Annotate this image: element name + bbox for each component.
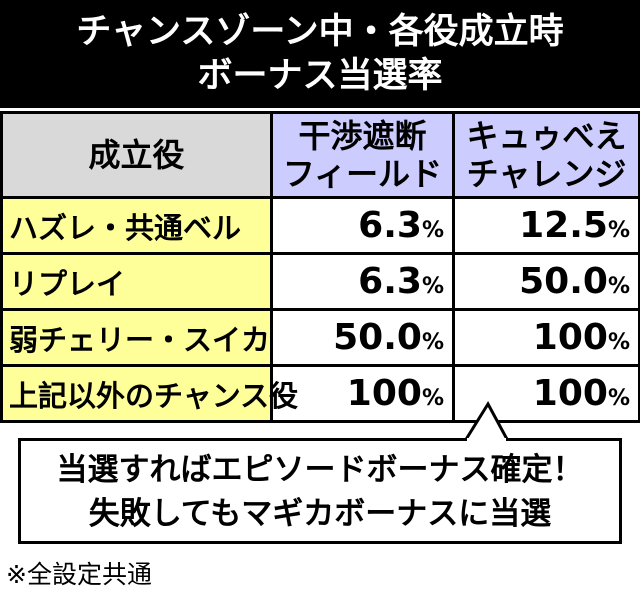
title: チャンスゾーン中・各役成立時 ボーナス当選率 <box>0 0 640 108</box>
table-row: リプレイ 6.3% 50.0% <box>0 252 640 311</box>
rate-number: 6.3 <box>358 261 422 302</box>
row-label: リプレイ <box>0 252 273 311</box>
rate-unit: % <box>421 386 444 411</box>
rate-cell: 100% <box>270 364 455 423</box>
header-line: フィールド <box>282 155 443 193</box>
rate-number: 50.0 <box>333 317 422 358</box>
rate-table: 成立役 干渉遮断 フィールド キュゥべえ チャレンジ ハズレ・共通ベル 6.3% 12.5% リ… <box>0 111 640 423</box>
footnote: ※全設定共通 <box>6 560 152 589</box>
rate-unit: % <box>607 386 630 411</box>
table-row: ハズレ・共通ベル 6.3% 12.5% <box>0 196 640 255</box>
header-row: 成立役 干渉遮断 フィールド キュゥべえ チャレンジ <box>0 111 640 199</box>
rate-number: 50.0 <box>519 261 608 302</box>
rate-number: 12.5 <box>519 205 608 246</box>
rate-cell: 12.5% <box>452 196 640 255</box>
rate-unit: % <box>607 274 630 299</box>
callout-line: 当選すればエピソードボーナス確定！ <box>56 452 584 488</box>
rate-number: 100 <box>532 317 608 358</box>
title-line: チャンスゾーン中・各役成立時 <box>76 12 564 52</box>
rate-cell: 6.3% <box>270 196 455 255</box>
header-line: 干渉遮断 <box>298 117 427 155</box>
header-line: キュゥべえ <box>466 117 627 155</box>
row-label: 上記以外のチャンス役 <box>0 364 298 423</box>
table-row: 弱チェリー・スイカ 50.0% 100% <box>0 308 640 367</box>
rate-cell: 50.0% <box>452 252 640 311</box>
callout: 当選すればエピソードボーナス確定！ 失敗してもマギカボーナスに当選 <box>18 438 622 544</box>
rate-cell: 50.0% <box>270 308 455 367</box>
rate-number: 100 <box>346 373 422 414</box>
header-line: 成立役 <box>88 136 185 174</box>
header-line: チャレンジ <box>466 155 627 193</box>
rate-cell: 6.3% <box>270 252 455 311</box>
title-line: ボーナス当選率 <box>197 56 443 96</box>
header-cell: 干渉遮断 フィールド <box>270 111 455 199</box>
rate-unit: % <box>421 330 444 355</box>
rate-unit: % <box>607 218 630 243</box>
row-label: 弱チェリー・スイカ <box>0 308 273 367</box>
rate-cell: 100% <box>452 308 640 367</box>
table-row: 上記以外のチャンス役 100% 100% <box>0 364 640 423</box>
header-cell: キュゥべえ チャレンジ <box>452 111 640 199</box>
rate-number: 6.3 <box>358 205 422 246</box>
header-cell: 成立役 <box>0 111 273 199</box>
rate-unit: % <box>421 274 444 299</box>
rate-unit: % <box>421 218 444 243</box>
rate-number: 100 <box>532 373 608 414</box>
callout-line: 失敗してもマギカボーナスに当選 <box>88 496 552 532</box>
row-label: ハズレ・共通ベル <box>0 196 273 255</box>
rate-unit: % <box>607 330 630 355</box>
